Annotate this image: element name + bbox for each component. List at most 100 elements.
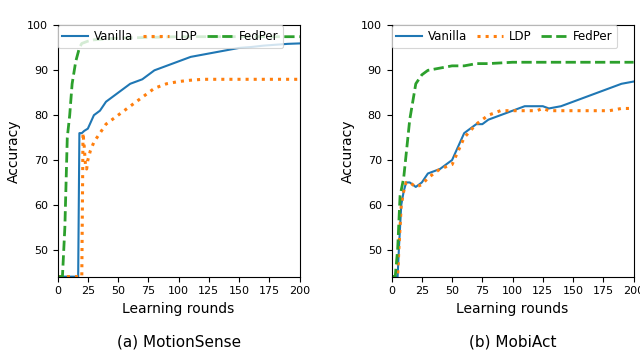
Vanilla — [70, 274, 78, 279]
Vanilla — [68, 274, 76, 279]
FedPer — [296, 35, 303, 39]
Vanilla — [605, 86, 613, 90]
Vanilla — [396, 225, 404, 229]
LDP — [102, 122, 110, 126]
LDP — [448, 162, 456, 167]
Vanilla — [581, 95, 589, 99]
FedPer — [175, 35, 182, 39]
Vanilla — [424, 171, 432, 176]
Vanilla — [484, 118, 492, 122]
LDP — [81, 145, 88, 149]
Line: LDP: LDP — [393, 108, 634, 277]
FedPer — [460, 64, 468, 68]
FedPer — [472, 62, 480, 66]
Vanilla — [236, 46, 243, 50]
LDP — [569, 108, 577, 113]
Vanilla — [73, 274, 81, 279]
Vanilla — [509, 108, 516, 113]
LDP — [395, 248, 403, 252]
LDP — [78, 274, 86, 279]
LDP — [70, 274, 78, 279]
Vanilla — [539, 104, 547, 108]
LDP — [400, 189, 408, 194]
LDP — [138, 95, 146, 99]
Vanilla — [78, 131, 86, 135]
Vanilla — [199, 52, 207, 57]
LDP — [509, 108, 516, 113]
LDP — [296, 77, 303, 82]
FedPer — [400, 176, 408, 180]
FedPer — [484, 62, 492, 66]
LDP — [77, 274, 84, 279]
LDP — [424, 176, 432, 180]
Vanilla — [163, 64, 170, 68]
Vanilla — [211, 50, 219, 55]
LDP — [236, 77, 243, 82]
LDP — [96, 131, 104, 135]
Vanilla — [497, 113, 504, 117]
FedPer — [390, 274, 398, 279]
LDP — [521, 108, 529, 113]
Line: FedPer: FedPer — [393, 62, 634, 277]
Vanilla — [557, 104, 565, 108]
Vanilla — [569, 99, 577, 104]
LDP — [406, 180, 413, 185]
LDP — [60, 274, 67, 279]
Vanilla — [76, 131, 83, 135]
FedPer — [102, 37, 110, 41]
Vanilla — [436, 167, 444, 171]
LDP — [266, 77, 273, 82]
LDP — [581, 108, 589, 113]
Vanilla — [248, 45, 255, 49]
Vanilla — [90, 113, 98, 117]
LDP — [390, 274, 398, 279]
LDP — [76, 274, 83, 279]
Vanilla — [412, 185, 420, 189]
Vanilla — [102, 99, 110, 104]
LDP — [418, 182, 426, 187]
FedPer — [59, 274, 67, 279]
Y-axis label: Accuracy: Accuracy — [341, 119, 355, 183]
FedPer — [211, 35, 219, 39]
FedPer — [78, 41, 86, 46]
X-axis label: Learning rounds: Learning rounds — [122, 302, 235, 316]
Vanilla — [400, 189, 408, 194]
Vanilla — [448, 158, 456, 162]
LDP — [436, 167, 444, 171]
LDP — [605, 108, 613, 113]
Vanilla — [175, 59, 182, 64]
Vanilla — [479, 122, 486, 126]
FedPer — [389, 274, 397, 279]
LDP — [412, 185, 420, 189]
FedPer — [63, 135, 71, 140]
LDP — [497, 108, 504, 113]
Vanilla — [66, 274, 74, 279]
LDP — [79, 131, 87, 135]
LDP — [90, 140, 98, 144]
FedPer — [392, 274, 399, 279]
FedPer — [569, 60, 577, 64]
LDP — [394, 274, 401, 279]
LDP — [396, 225, 404, 229]
FedPer — [55, 274, 63, 279]
LDP — [397, 203, 405, 207]
LDP — [392, 274, 399, 279]
Line: LDP: LDP — [59, 79, 300, 277]
FedPer — [72, 59, 79, 64]
LDP — [545, 108, 553, 113]
FedPer — [436, 66, 444, 70]
Vanilla — [618, 82, 625, 86]
Vanilla — [271, 43, 279, 47]
LDP — [115, 113, 122, 117]
LDP — [618, 106, 625, 111]
Title: (a) MotionSense: (a) MotionSense — [116, 335, 241, 350]
LDP — [81, 162, 89, 167]
Vanilla — [223, 48, 231, 52]
LDP — [389, 274, 397, 279]
Vanilla — [187, 55, 195, 59]
Vanilla — [533, 104, 541, 108]
Vanilla — [84, 126, 92, 131]
FedPer — [61, 225, 68, 229]
LDP — [72, 274, 79, 279]
Line: Vanilla: Vanilla — [393, 82, 634, 277]
